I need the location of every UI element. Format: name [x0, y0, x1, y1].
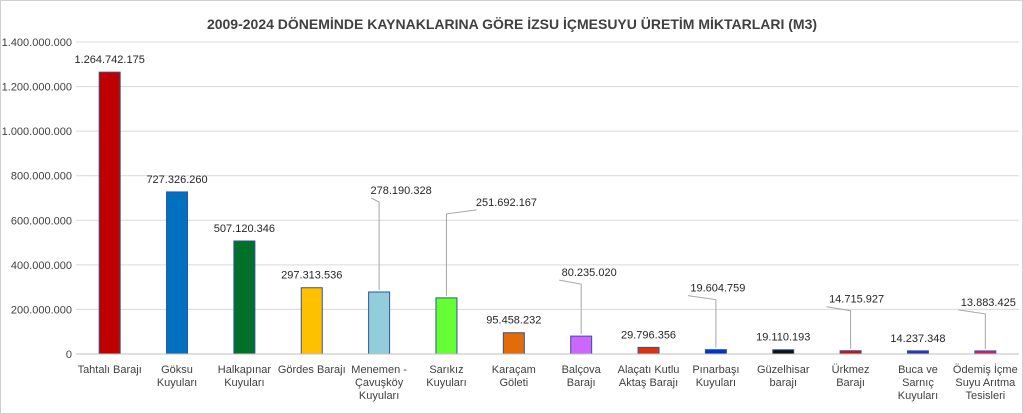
y-tick-label: 1.400.000.000	[2, 37, 72, 49]
bar	[502, 332, 525, 355]
data-label: 14.237.348	[890, 333, 945, 345]
category-labels: Tahtalı Barajı Göksu Kuyuları Halkapınar Kuy…	[78, 363, 1018, 402]
y-tick-label: 400.000.000	[11, 260, 72, 272]
data-label: 29.796.356	[621, 329, 676, 341]
y-tick-label: 1.000.000.000	[2, 126, 72, 138]
data-label: 14.715.927	[829, 294, 884, 306]
leader-lines	[370, 197, 986, 349]
y-tick-label: 200.000.000	[11, 304, 72, 316]
leader-line	[958, 309, 986, 349]
category-label: Ürkmez Barajı	[832, 364, 870, 389]
leader-line	[445, 209, 477, 296]
category-label: Menemen -Çavuşköy Kuyuları	[351, 364, 407, 402]
bars	[98, 71, 997, 355]
data-label: 727.326.260	[146, 174, 207, 186]
category-label: Halkapınar Kuyuları	[218, 364, 272, 389]
category-label: Sarıkız Kuyuları	[426, 364, 466, 389]
bar	[637, 346, 660, 355]
category-label: Alaçatı Kutlu Aktaş Barajı	[618, 364, 680, 389]
category-label: Ödemiş İçme Suyu Arıtma Tesisleri	[953, 363, 1018, 402]
y-tick-label: 600.000.000	[11, 215, 72, 227]
y-tick-label: 0	[66, 349, 72, 361]
data-label: 19.110.193	[756, 332, 810, 344]
data-label: 278.190.328	[371, 185, 432, 197]
bar	[166, 191, 189, 355]
data-label: 507.120.346	[214, 223, 275, 235]
bar	[772, 349, 795, 355]
category-label: Güzelhisar barajı	[757, 364, 810, 389]
y-tick-label: 1.200.000.000	[2, 82, 72, 94]
leader-line	[559, 279, 582, 335]
chart-title: 2009-2024 DÖNEMİNDE KAYNAKLARINA GÖRE İZ…	[207, 16, 817, 32]
data-label: 19.604.759	[690, 283, 745, 295]
data-label: 80.235.020	[562, 267, 617, 279]
data-label: 251.692.167	[476, 197, 537, 209]
category-label: Pınarbaşı Kuyuları	[692, 364, 739, 389]
bar	[233, 240, 256, 355]
category-label: Tahtalı Barajı	[78, 364, 142, 376]
y-axis-tick-labels: 0 200.000.000 400.000.000 600.000.000 800.00…	[2, 37, 72, 361]
bar	[435, 297, 458, 355]
bar	[98, 71, 121, 355]
data-labels: 1.264.742.175 727.326.260 507.120.346 297.3…	[74, 54, 1015, 345]
category-label: Gördes Barajı	[278, 364, 346, 376]
category-label: Göksu Kuyuları	[157, 364, 197, 389]
data-label: 1.264.742.175	[74, 54, 144, 66]
leader-line	[687, 295, 717, 348]
data-label: 297.313.536	[281, 270, 342, 282]
bar	[704, 349, 727, 355]
gridlines	[76, 41, 1019, 310]
leader-line	[370, 197, 380, 291]
y-tick-label: 800.000.000	[11, 171, 72, 183]
data-label: 95.458.232	[486, 315, 541, 327]
data-label: 13.883.425	[961, 297, 1016, 309]
bar	[300, 287, 323, 355]
bar	[368, 291, 391, 355]
bar	[570, 335, 593, 355]
category-label: Karaçam Göleti	[492, 364, 536, 389]
leader-line	[826, 306, 852, 349]
category-label: Buca ve Sarnıç Kuyuları	[898, 364, 938, 402]
category-label: Balçova Barajı	[562, 364, 602, 389]
